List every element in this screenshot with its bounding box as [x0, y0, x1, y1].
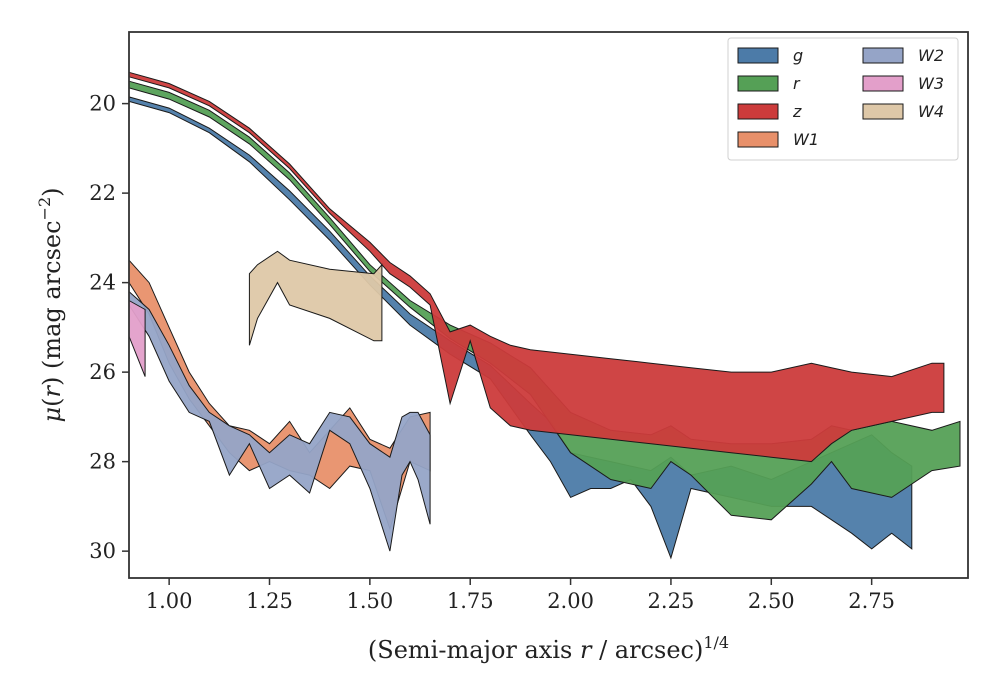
x-tick-label: 1.00 — [146, 589, 193, 613]
legend-swatch-w3 — [862, 75, 904, 92]
band-w3 — [128, 299, 146, 377]
legend-label-r: r — [793, 74, 801, 93]
y-axis: 20 22 24 26 28 30 — [89, 92, 129, 563]
legend-label-w2: W2 — [918, 46, 944, 65]
band-r — [128, 80, 961, 521]
x-tick-label: 2.25 — [648, 589, 695, 613]
legend-swatch-r — [737, 75, 779, 92]
legend-label-g: g — [793, 46, 803, 65]
band-w2 — [128, 290, 431, 552]
legend-swatch-g — [737, 47, 779, 64]
y-tick-label: 20 — [89, 92, 116, 116]
y-tick-label: 30 — [89, 539, 116, 563]
legend-box — [727, 37, 959, 161]
legend-label-w3: W3 — [918, 74, 944, 93]
y-tick-label: 26 — [89, 360, 116, 384]
x-tick-label: 1.50 — [346, 589, 393, 613]
y-axis-label: μ(r) (mag arcsec−2) — [35, 187, 66, 422]
legend-swatch-z — [737, 103, 779, 120]
legend-label-w4: W4 — [918, 102, 944, 121]
x-tick-label: 2.50 — [748, 589, 795, 613]
x-tick-label: 2.00 — [547, 589, 594, 613]
legend-swatch-w2 — [862, 47, 904, 64]
x-axis-label: (Semi-major axis r / arcsec)1/4 — [368, 633, 729, 664]
legend-label-z: z — [792, 102, 802, 121]
band-w4 — [248, 250, 383, 346]
plot-frame — [128, 31, 969, 579]
y-tick-label: 22 — [89, 181, 116, 205]
band-z — [128, 71, 945, 463]
x-tick-label: 1.75 — [447, 589, 494, 613]
data-bands — [128, 71, 961, 560]
x-tick-label: 1.25 — [246, 589, 293, 613]
legend-swatch-w4 — [862, 103, 904, 120]
y-tick-label: 28 — [89, 450, 116, 474]
legend-label-w1: W1 — [793, 130, 819, 149]
legend: grz W1 W2 W3 W4 — [727, 37, 959, 161]
x-tick-label: 2.75 — [848, 589, 895, 613]
y-tick-label: 24 — [89, 271, 116, 295]
x-axis: 1.00 1.25 1.50 1.75 2.00 2.25 2.50 2.75 — [146, 578, 895, 613]
legend-swatch-w1 — [737, 131, 779, 148]
